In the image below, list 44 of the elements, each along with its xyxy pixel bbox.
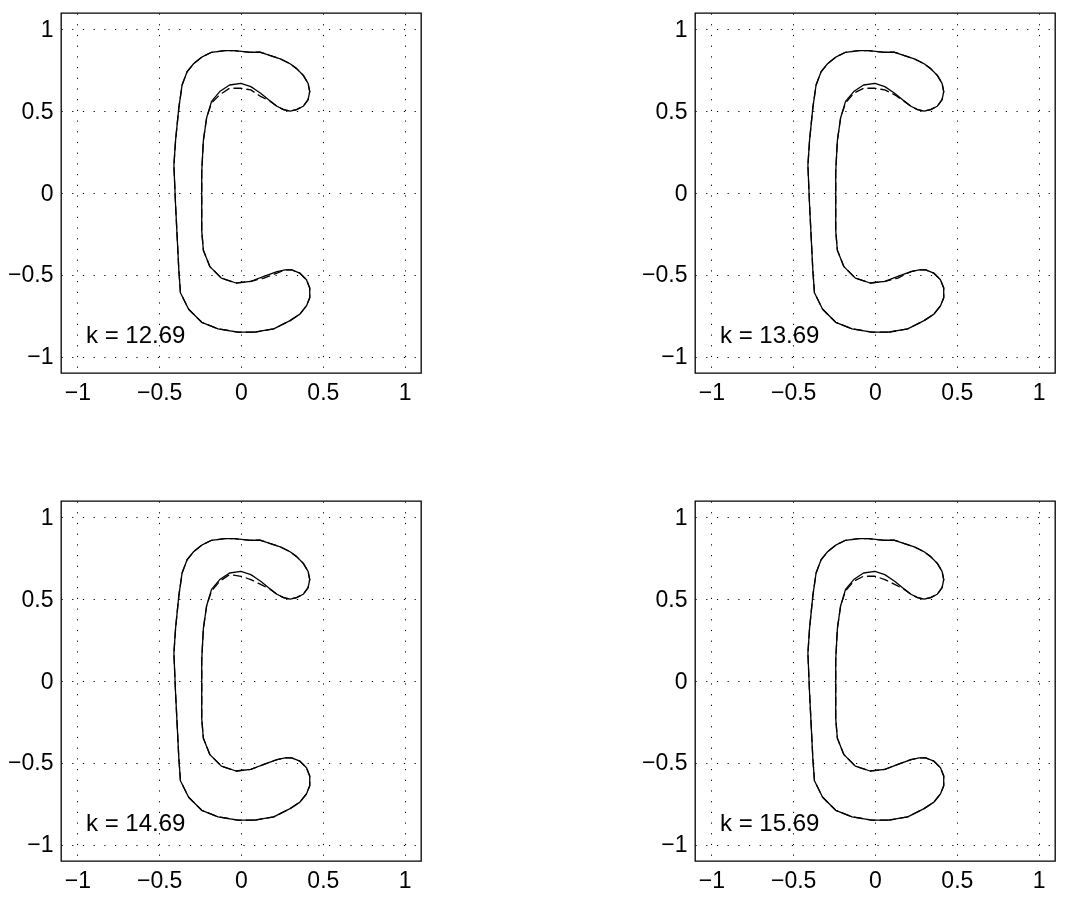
x-tick-label: −1 [698,866,725,893]
y-tick-label: 0.5 [21,97,54,124]
x-tick-label: 1 [1032,378,1046,405]
y-tick-label: 0.5 [21,585,54,612]
x-tick-label: 0.5 [941,866,974,893]
y-tick-label: −1 [661,831,688,858]
x-tick-label: −1 [64,866,91,893]
y-tick-label: −1 [27,343,54,370]
x-tick-label: −0.5 [770,866,817,893]
x-tick-label: −1 [64,378,91,405]
y-tick-label: 0 [674,179,688,206]
y-tick-label: 1 [40,503,54,530]
x-tick-label: 0.5 [307,866,340,893]
x-tick-label: 0 [235,866,248,893]
y-tick-label: 0.5 [655,97,688,124]
x-tick-label: −1 [698,378,725,405]
x-tick-label: −0.5 [136,378,183,405]
y-tick-label: −1 [661,343,688,370]
x-tick-label: 0.5 [941,378,974,405]
y-tick-label: 0 [674,667,688,694]
y-tick-label: −0.5 [8,749,54,776]
x-tick-label: 1 [398,378,412,405]
annotation: k = 13.69 [720,321,820,348]
x-tick-label: −0.5 [770,378,817,405]
annotation: k = 15.69 [720,809,820,836]
annotation: k = 12.69 [86,321,186,348]
x-tick-label: 0 [869,378,882,405]
x-tick-label: −0.5 [136,866,183,893]
y-tick-label: 1 [674,15,688,42]
y-tick-label: −0.5 [642,261,688,288]
annotation: k = 14.69 [86,809,186,836]
x-tick-label: 0.5 [307,378,340,405]
y-tick-label: −1 [27,831,54,858]
x-tick-label: 0 [235,378,248,405]
y-tick-label: 0 [40,179,54,206]
y-tick-label: −0.5 [642,749,688,776]
x-tick-label: 0 [869,866,882,893]
x-tick-label: 1 [398,866,412,893]
x-tick-label: 1 [1032,866,1046,893]
y-tick-label: −0.5 [8,261,54,288]
y-tick-label: 0.5 [655,585,688,612]
y-tick-label: 0 [40,667,54,694]
y-tick-label: 1 [40,15,54,42]
y-tick-label: 1 [674,503,688,530]
